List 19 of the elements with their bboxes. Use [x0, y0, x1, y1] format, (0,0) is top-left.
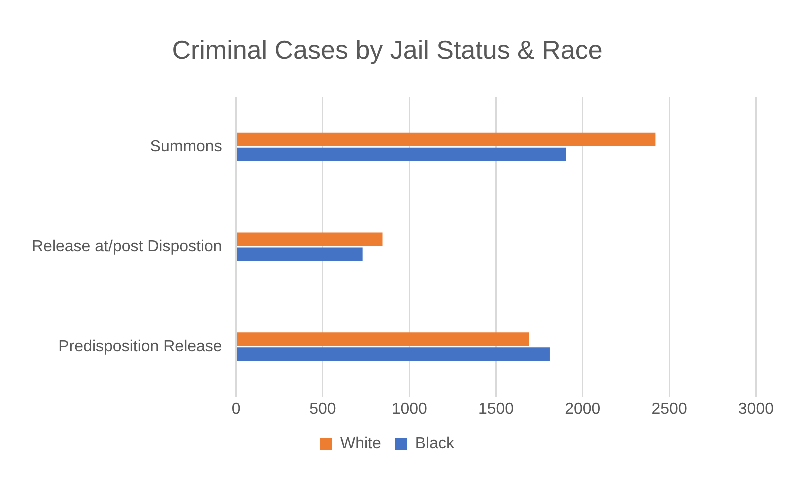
y-tick-label: Predisposition Release	[58, 338, 222, 356]
bar	[237, 232, 383, 246]
y-tick-label: Summons	[150, 138, 222, 156]
legend-label: White	[340, 435, 382, 452]
x-tick-label: 0	[232, 400, 241, 418]
legend-label: Black	[415, 435, 456, 452]
bar	[237, 248, 363, 262]
chart-title: Criminal Cases by Jail Status & Race	[172, 34, 603, 65]
x-tick-label: 2000	[565, 400, 601, 418]
x-tick-label: 1000	[392, 400, 428, 418]
x-tick-label: 1500	[478, 400, 514, 418]
bar	[237, 132, 656, 146]
x-tick-label: 2500	[652, 400, 688, 418]
bar	[237, 348, 550, 362]
x-tick-label: 500	[310, 400, 336, 418]
y-tick-label: Release at/post Dispostion	[32, 238, 222, 256]
bar	[237, 332, 530, 346]
x-tick-label: 3000	[738, 400, 774, 418]
bar	[237, 148, 566, 162]
